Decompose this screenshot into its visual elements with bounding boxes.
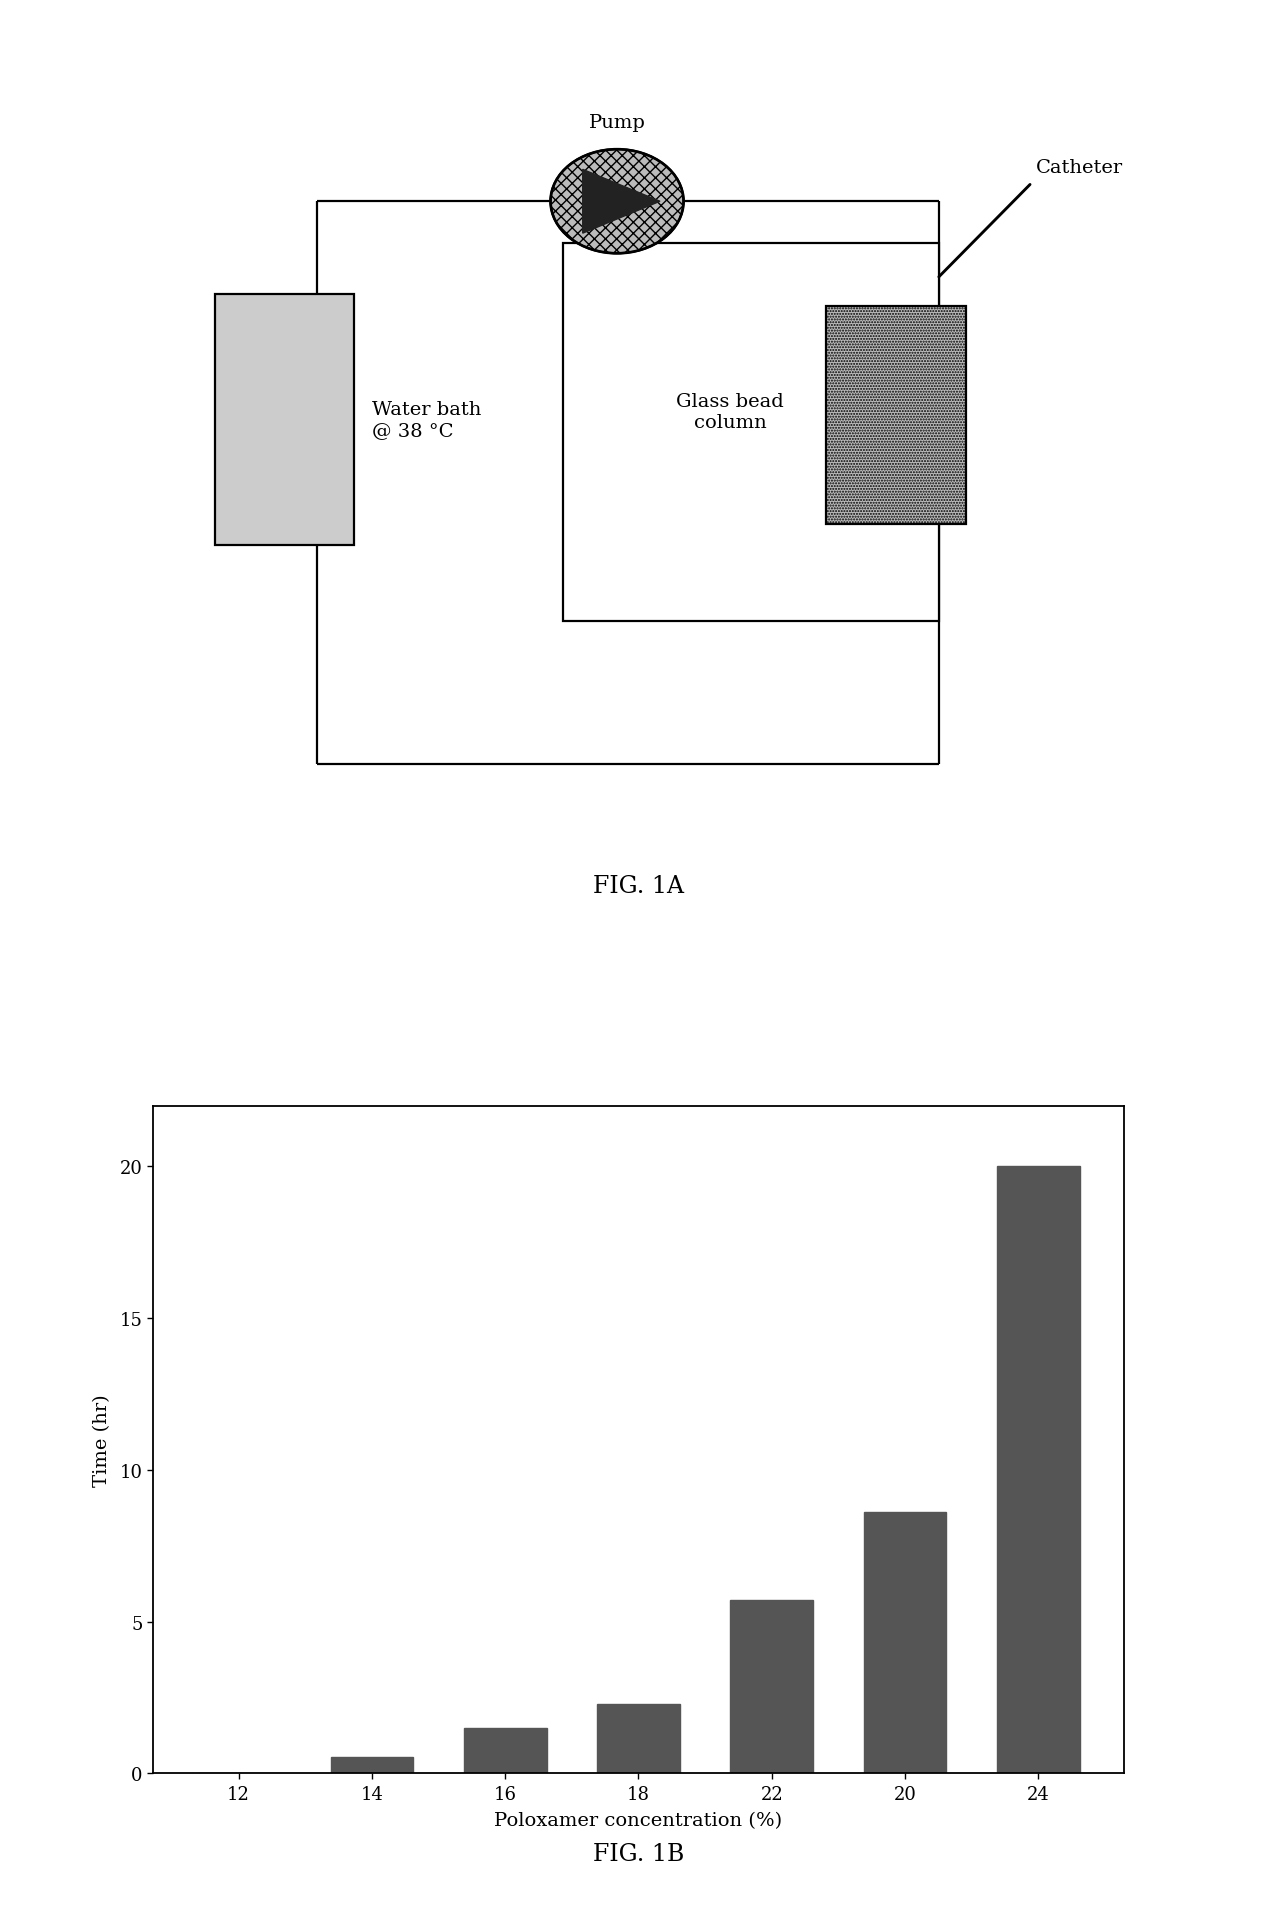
Polygon shape [582, 170, 660, 235]
Text: Pump: Pump [589, 114, 645, 132]
Bar [826, 307, 965, 524]
Bar [563, 244, 939, 622]
Y-axis label: Time (hr): Time (hr) [93, 1394, 111, 1486]
Text: Glass bead
column: Glass bead column [676, 393, 784, 431]
Bar [997, 1167, 1079, 1774]
Bar [464, 1728, 547, 1774]
Bar [863, 1512, 946, 1774]
Text: Catheter: Catheter [1036, 158, 1122, 177]
Bar [215, 294, 354, 545]
Bar [730, 1600, 813, 1774]
Text: Water bath
@ 38 °C: Water bath @ 38 °C [373, 400, 481, 441]
Bar [598, 1703, 679, 1774]
X-axis label: Poloxamer concentration (%): Poloxamer concentration (%) [494, 1812, 783, 1829]
Text: FIG. 1B: FIG. 1B [593, 1842, 684, 1865]
Bar [331, 1756, 414, 1774]
Text: FIG. 1A: FIG. 1A [593, 875, 684, 898]
Circle shape [550, 151, 683, 254]
